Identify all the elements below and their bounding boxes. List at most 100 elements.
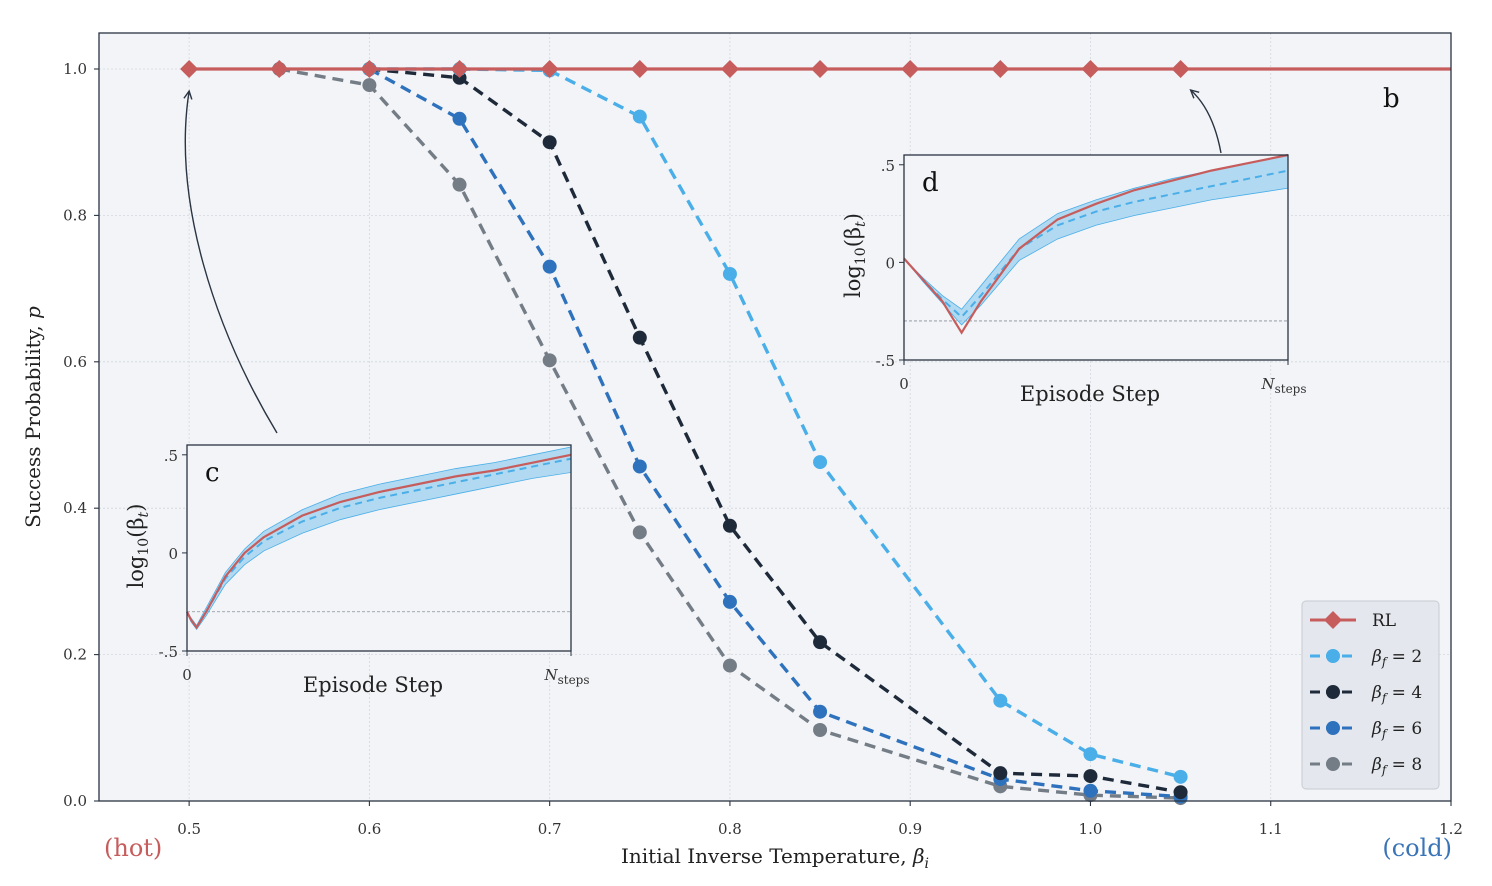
data-point-b2 [1083, 747, 1098, 762]
inset-c-series [186, 446, 572, 631]
data-point-b4 [722, 518, 737, 533]
y-axis-label: Success Probability, p [21, 306, 45, 528]
inset-d-pointer-arrow [1191, 90, 1222, 154]
data-point-RL [630, 60, 649, 78]
legend-swatch-marker [1326, 685, 1340, 699]
data-point-b2 [722, 266, 737, 281]
data-point-RL [360, 60, 379, 78]
data-point-b8 [542, 353, 557, 368]
main-axis-ticks: 0.5 0.6 0.7 0.8 0.9 1.0 1.1 1.20.00.20.40.60.81… [63, 60, 1463, 838]
data-point-b8 [813, 722, 828, 737]
inset-y-tick-label: .5 [164, 447, 178, 465]
legend-box [1301, 600, 1440, 790]
inset-c-frame [186, 444, 572, 652]
inset-y-tick-label: .5 [881, 157, 895, 175]
panel-label-d: d [922, 168, 939, 198]
data-point-b4 [1173, 785, 1188, 800]
data-point-RL [270, 60, 289, 78]
inset-d-frame [903, 154, 1289, 361]
inset-x-tick-label-nsteps: Nsteps [543, 666, 589, 687]
data-point-b2 [1173, 769, 1188, 784]
data-point-b4 [813, 635, 828, 650]
inset-c: -.50.50 Nsteps c Episode Step log10(βt) [124, 444, 590, 697]
legend-item-b2: βf = 2 [1310, 647, 1422, 669]
x-tick-label: 0.5 [177, 820, 201, 838]
series-line-b4 [369, 67, 1181, 794]
panel-label-c: c [205, 458, 220, 488]
inset-c-ticks: -.50.50 Nsteps [159, 447, 590, 687]
data-point-RL [540, 60, 559, 78]
inset-y-tick-label: 0 [885, 254, 895, 272]
data-point-RL [901, 60, 920, 78]
mean-line [903, 169, 1289, 319]
legend-label: βf = 6 [1371, 719, 1422, 741]
legend-item-RL: RL [1310, 611, 1396, 631]
data-point-RL [720, 60, 739, 78]
x-tick-label: 0.9 [898, 820, 922, 838]
legend-swatch-marker [1326, 649, 1340, 663]
x-tick-label: 0.7 [538, 820, 562, 838]
main-series-layer [180, 60, 1451, 806]
data-point-RL [1171, 60, 1190, 78]
series-RL [180, 60, 1451, 78]
hot-label: (hot) [104, 834, 162, 862]
main-plot-area [99, 33, 1451, 801]
x-tick-label: 1.0 [1079, 820, 1103, 838]
inset-y-tick-label: -.5 [876, 352, 895, 370]
inset-d-y-axis-label: log10(βt) [841, 213, 869, 298]
data-point-b2 [813, 455, 828, 470]
x-tick-label: 1.1 [1259, 820, 1283, 838]
data-point-RL [180, 60, 199, 78]
x-axis-label: Initial Inverse Temperature, βi [621, 844, 929, 872]
inset-x-tick-label-nsteps: Nsteps [1260, 375, 1306, 396]
legend-item-b6: βf = 6 [1310, 719, 1422, 741]
inset-d: -.50.50 Nsteps d Episode Step log10(βt) [841, 153, 1307, 406]
inset-c-pointer-arrow [185, 91, 278, 434]
legend-swatch-marker [1324, 611, 1342, 629]
data-point-b6 [452, 111, 467, 126]
data-point-RL [1081, 60, 1100, 78]
legend-item-b4: βf = 4 [1310, 683, 1422, 705]
inset-d-x-axis-label: Episode Step [1020, 382, 1160, 406]
y-tick-label: 0.4 [63, 499, 87, 517]
data-point-b8 [722, 658, 737, 673]
data-point-b4 [632, 330, 647, 345]
data-point-b4 [993, 766, 1008, 781]
cold-label: (cold) [1382, 834, 1452, 862]
data-point-RL [991, 60, 1010, 78]
legend-swatch-marker [1326, 721, 1340, 735]
data-point-b8 [632, 525, 647, 540]
data-point-RL [811, 60, 830, 78]
main-plot-frame [98, 32, 1452, 802]
data-point-b8 [362, 78, 377, 93]
legend-label: βf = 8 [1371, 755, 1422, 777]
legend-label: βf = 2 [1371, 647, 1422, 669]
legend-item-b8: βf = 8 [1310, 755, 1422, 777]
rl-line [186, 453, 572, 630]
y-tick-label: 0.2 [63, 646, 87, 664]
data-point-b6 [813, 704, 828, 719]
data-point-RL [450, 60, 469, 78]
legend-label: RL [1372, 611, 1396, 631]
y-tick-label: 0.8 [63, 206, 87, 224]
x-tick-label: 1.2 [1439, 820, 1463, 838]
inset-y-tick-label: 0 [168, 545, 178, 563]
x-tick-label: 0.8 [718, 820, 742, 838]
inset-x-tick-label: 0 [182, 666, 192, 684]
inset-c-x-axis-label: Episode Step [303, 673, 443, 697]
legend-swatch-marker [1326, 757, 1340, 771]
series-line-b8 [278, 67, 1181, 800]
legend-label: βf = 4 [1371, 683, 1422, 705]
inset-d-ticks: -.50.50 Nsteps [876, 157, 1307, 396]
data-point-b6 [722, 594, 737, 609]
data-point-b4 [1083, 769, 1098, 784]
panel-label-b: b [1383, 84, 1400, 114]
data-point-b6 [1083, 783, 1098, 798]
y-tick-label: 0.6 [63, 353, 87, 371]
data-point-b6 [542, 259, 557, 274]
legend: RL βf = 2 βf = 4 βf = 6 βf = 8 [1301, 600, 1440, 790]
y-tick-label: 0.0 [63, 792, 87, 810]
x-tick-label: 0.6 [357, 820, 381, 838]
data-point-b8 [452, 177, 467, 192]
